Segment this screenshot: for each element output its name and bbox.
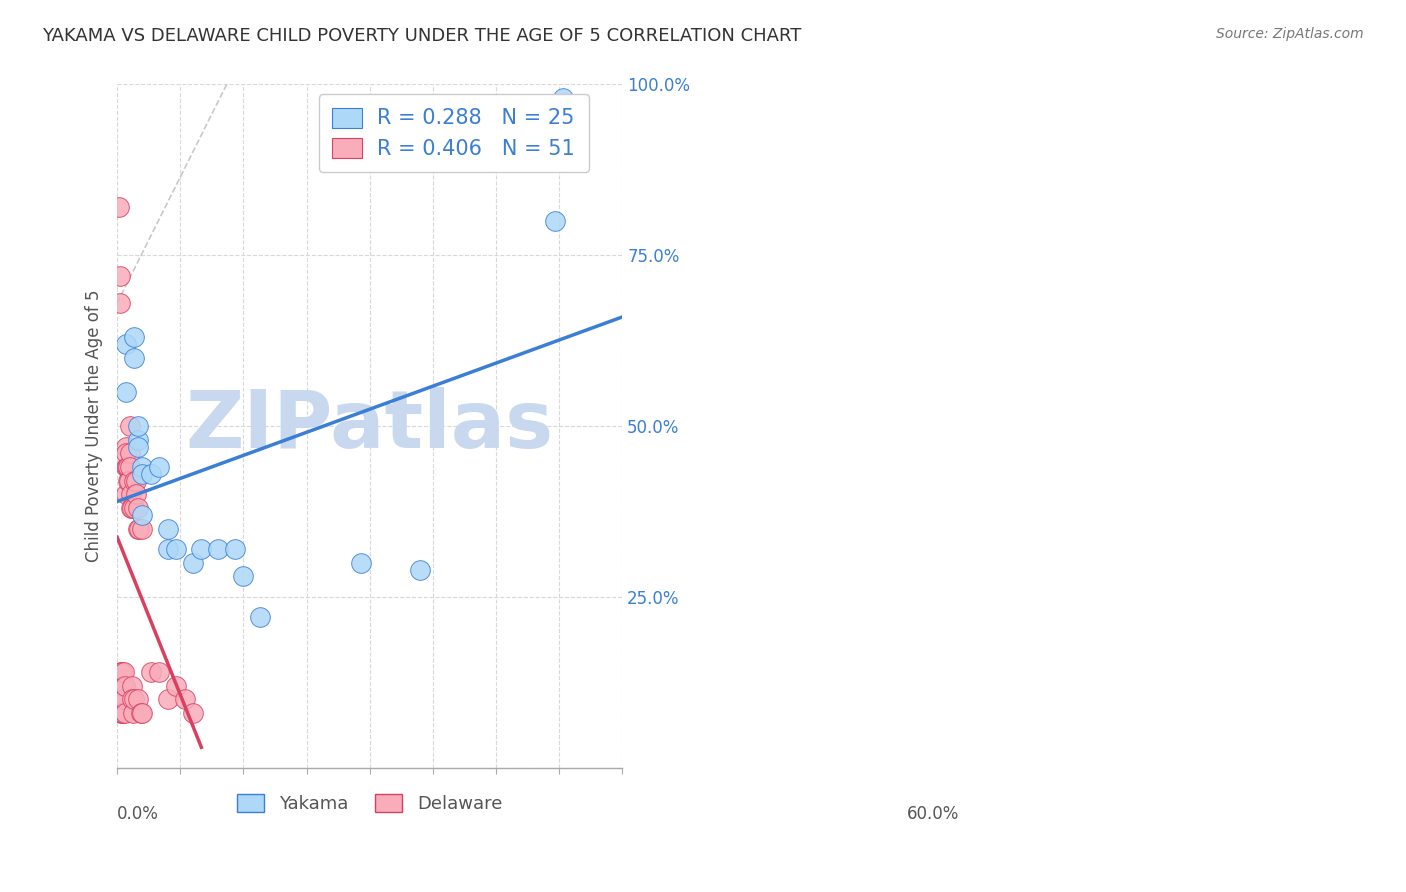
Point bbox=[112, 692, 135, 706]
Point bbox=[114, 337, 136, 351]
Point bbox=[131, 522, 153, 536]
Point bbox=[350, 556, 373, 570]
Text: 0.0%: 0.0% bbox=[117, 805, 159, 823]
Point bbox=[111, 706, 134, 720]
Point bbox=[117, 474, 139, 488]
Point bbox=[165, 542, 187, 557]
Text: ZIPatlas: ZIPatlas bbox=[186, 387, 554, 465]
Point bbox=[114, 440, 136, 454]
Text: YAKAMA VS DELAWARE CHILD POVERTY UNDER THE AGE OF 5 CORRELATION CHART: YAKAMA VS DELAWARE CHILD POVERTY UNDER T… bbox=[42, 27, 801, 45]
Point bbox=[127, 433, 149, 447]
Point bbox=[118, 446, 141, 460]
Point bbox=[156, 542, 179, 557]
Point bbox=[108, 296, 131, 310]
Point bbox=[207, 542, 229, 557]
Point bbox=[409, 563, 432, 577]
Point bbox=[129, 706, 152, 720]
Point bbox=[125, 474, 148, 488]
Point bbox=[117, 460, 139, 475]
Point bbox=[120, 487, 142, 501]
Point bbox=[118, 460, 141, 475]
Point bbox=[112, 665, 135, 679]
Point bbox=[127, 419, 149, 434]
Point bbox=[544, 214, 567, 228]
Point bbox=[108, 268, 131, 283]
Point bbox=[114, 446, 136, 460]
Point bbox=[127, 692, 149, 706]
Point bbox=[128, 522, 150, 536]
Point bbox=[114, 487, 136, 501]
Point bbox=[148, 460, 170, 475]
Point bbox=[232, 569, 254, 583]
Y-axis label: Child Poverty Under the Age of 5: Child Poverty Under the Age of 5 bbox=[86, 290, 103, 562]
Point bbox=[122, 501, 145, 516]
Text: Source: ZipAtlas.com: Source: ZipAtlas.com bbox=[1216, 27, 1364, 41]
Point bbox=[127, 522, 149, 536]
Text: 60.0%: 60.0% bbox=[907, 805, 959, 823]
Point bbox=[108, 201, 131, 215]
Point bbox=[173, 692, 195, 706]
Point bbox=[131, 460, 153, 475]
Point bbox=[118, 419, 141, 434]
Point bbox=[165, 679, 187, 693]
Point bbox=[111, 665, 134, 679]
Point bbox=[110, 692, 132, 706]
Point bbox=[127, 501, 149, 516]
Point bbox=[112, 706, 135, 720]
Point bbox=[122, 351, 145, 365]
Point bbox=[127, 440, 149, 454]
Point bbox=[114, 384, 136, 399]
Point bbox=[110, 665, 132, 679]
Point bbox=[181, 556, 204, 570]
Point bbox=[110, 692, 132, 706]
Point bbox=[131, 467, 153, 481]
Point bbox=[121, 679, 143, 693]
Point bbox=[139, 665, 162, 679]
Point bbox=[121, 692, 143, 706]
Point bbox=[156, 692, 179, 706]
Point bbox=[122, 330, 145, 344]
Point bbox=[122, 474, 145, 488]
Point bbox=[122, 706, 145, 720]
Point bbox=[249, 610, 271, 624]
Point bbox=[181, 706, 204, 720]
Point bbox=[190, 542, 212, 557]
Legend: Yakama, Delaware: Yakama, Delaware bbox=[231, 787, 509, 820]
Point bbox=[125, 487, 148, 501]
Point bbox=[114, 706, 136, 720]
Point bbox=[110, 665, 132, 679]
Point bbox=[110, 706, 132, 720]
Point bbox=[131, 508, 153, 522]
Point bbox=[553, 91, 575, 105]
Point bbox=[148, 665, 170, 679]
Point bbox=[114, 679, 136, 693]
Point bbox=[120, 501, 142, 516]
Point bbox=[117, 460, 139, 475]
Point bbox=[139, 467, 162, 481]
Point bbox=[114, 460, 136, 475]
Point bbox=[131, 706, 153, 720]
Point bbox=[112, 679, 135, 693]
Point bbox=[118, 474, 141, 488]
Point bbox=[224, 542, 246, 557]
Point bbox=[122, 692, 145, 706]
Point bbox=[156, 522, 179, 536]
Point bbox=[121, 501, 143, 516]
